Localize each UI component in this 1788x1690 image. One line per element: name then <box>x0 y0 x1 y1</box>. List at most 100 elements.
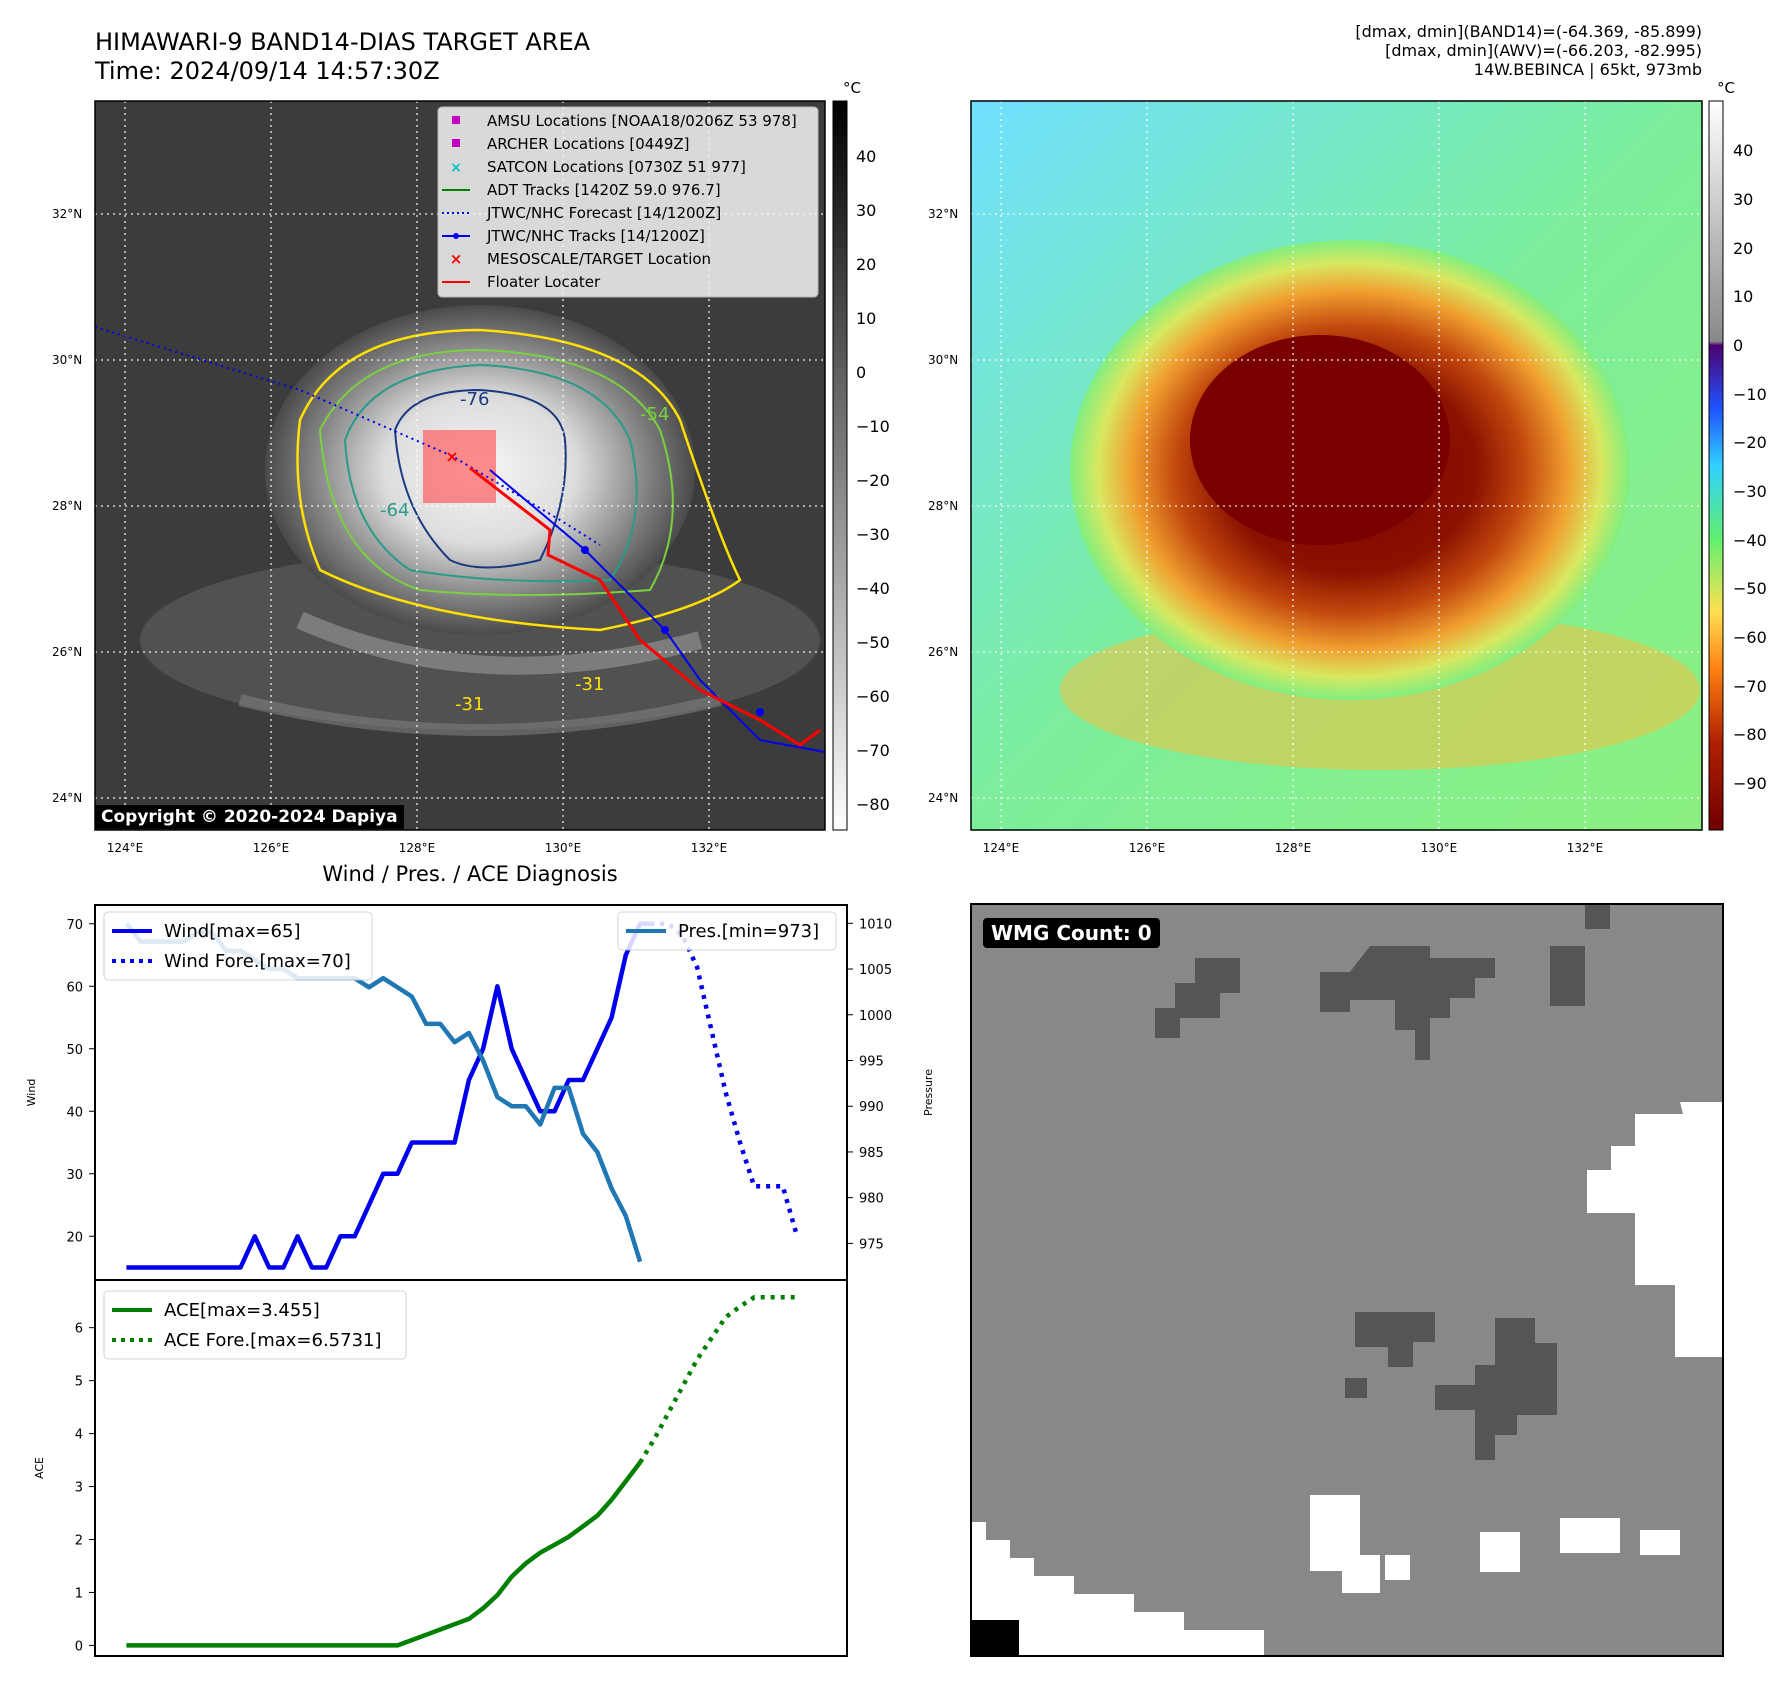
ace-axis-label: ACE <box>33 1457 46 1479</box>
info-line1: [dmax, dmin](BAND14)=(-64.369, -85.899) <box>1355 22 1702 41</box>
wind-legend-entry: Wind[max=65] <box>164 921 301 942</box>
contour-label-1: -76 <box>460 389 489 410</box>
target-box <box>423 430 496 503</box>
map-legend: × × AMSU Locations [NOAA18/0206Z 53 978]… <box>437 106 819 298</box>
left-lat-labels: 32°N 30°N 28°N 26°N 24°N <box>52 207 82 805</box>
wmg-frame <box>970 903 1724 1657</box>
svg-text:32°N: 32°N <box>928 207 958 221</box>
contour-label-5: -31 <box>575 674 604 695</box>
right-lat-labels: 32°N 30°N 28°N 26°N 24°N <box>928 207 958 805</box>
svg-text:28°N: 28°N <box>52 499 82 513</box>
copyright-label: Copyright © 2020-2024 Dapiya <box>95 805 404 829</box>
wind-ytick-label: 70 <box>66 918 83 933</box>
svg-text:128°E: 128°E <box>399 841 436 855</box>
svg-text:26°N: 26°N <box>928 645 958 659</box>
right-lon-labels: 124°E 126°E 128°E 130°E 132°E <box>983 841 1604 855</box>
svg-text:0: 0 <box>1733 336 1743 355</box>
title-line1: HIMAWARI-9 BAND14-DIAS TARGET AREA <box>95 28 591 56</box>
svg-text:−20: −20 <box>856 471 890 490</box>
wind-ytick-label: 30 <box>66 1168 83 1183</box>
svg-text:126°E: 126°E <box>1129 841 1166 855</box>
right-colorbar-unit: °C <box>1717 79 1735 97</box>
svg-text:20: 20 <box>1733 239 1753 258</box>
pressure-ytick-label: 1010 <box>859 917 892 932</box>
svg-text:32°N: 32°N <box>52 207 82 221</box>
wind-ytick-label: 20 <box>66 1230 83 1245</box>
target-marker: × <box>445 447 458 466</box>
ace-ytick-label: 3 <box>75 1481 83 1496</box>
svg-text:×: × <box>450 160 462 176</box>
svg-text:−50: −50 <box>856 633 890 652</box>
legend-forecast: JTWC/NHC Forecast [14/1200Z] <box>486 204 721 222</box>
left-colorbar-unit: °C <box>843 79 861 97</box>
wind-legend-entry: Wind Fore.[max=70] <box>164 951 351 972</box>
svg-text:128°E: 128°E <box>1275 841 1312 855</box>
legend-satcon: SATCON Locations [0730Z 51 977] <box>487 158 746 176</box>
top-right-info: [dmax, dmin](BAND14)=(-64.369, -85.899) … <box>1355 22 1702 79</box>
ace-ytick-label: 4 <box>75 1428 83 1443</box>
wmg-background <box>971 904 1723 1656</box>
wind-legend-box <box>103 911 373 981</box>
ace-legend-box <box>103 1290 407 1360</box>
svg-text:−80: −80 <box>1733 725 1767 744</box>
legend-amsu: AMSU Locations [NOAA18/0206Z 53 978] <box>487 112 797 130</box>
legend-archer: ARCHER Locations [0449Z] <box>487 135 690 153</box>
svg-text:−50: −50 <box>1733 579 1767 598</box>
ace-series-line <box>126 1461 642 1648</box>
legend-tracks: JTWC/NHC Tracks [14/1200Z] <box>486 227 705 245</box>
top-left-title: HIMAWARI-9 BAND14-DIAS TARGET AREA Time:… <box>95 28 590 86</box>
right-colorbar <box>1708 100 1724 831</box>
svg-text:−70: −70 <box>1733 677 1767 696</box>
svg-text:−20: −20 <box>1733 433 1767 452</box>
info-line2: [dmax, dmin](AWV)=(-66.203, -82.995) <box>1385 41 1702 60</box>
pressure-legend-entry: Pres.[min=973] <box>678 921 819 942</box>
svg-text:132°E: 132°E <box>1567 841 1604 855</box>
svg-text:20: 20 <box>856 255 876 274</box>
wmg-black-cell <box>971 1620 1019 1656</box>
svg-text:−90: −90 <box>1733 774 1767 793</box>
pressure-ytick-label: 985 <box>859 1146 884 1161</box>
svg-text:130°E: 130°E <box>545 841 582 855</box>
pressure-ytick-label: 975 <box>859 1237 884 1252</box>
svg-text:10: 10 <box>1733 287 1753 306</box>
svg-text:10: 10 <box>856 309 876 328</box>
svg-text:−40: −40 <box>856 579 890 598</box>
contour-label-4: -31 <box>455 694 484 715</box>
svg-text:30°N: 30°N <box>928 353 958 367</box>
wind-axis-label: Wind <box>25 1079 38 1107</box>
diagnosis-chart: 20 30 40 50 60 70 975 980 985 990 995 1000 1005 1010 0… <box>25 904 935 1657</box>
ace-legend-entry: ACE[max=3.455] <box>164 1300 320 1321</box>
svg-text:−70: −70 <box>856 741 890 760</box>
ace-ytick-label: 1 <box>75 1586 83 1601</box>
svg-text:30: 30 <box>1733 190 1753 209</box>
svg-text:126°E: 126°E <box>253 841 290 855</box>
svg-text:132°E: 132°E <box>691 841 728 855</box>
ace-ytick-label: 6 <box>75 1322 83 1337</box>
ace-ytick-label: 2 <box>75 1533 83 1548</box>
left-colorbar <box>832 100 848 831</box>
svg-text:124°E: 124°E <box>107 841 144 855</box>
wind-ytick-label: 50 <box>66 1043 83 1058</box>
svg-text:−80: −80 <box>856 795 890 814</box>
wind-series-line <box>126 921 655 1270</box>
wmg-white-cells <box>971 1102 1723 1668</box>
pressure-ytick-label: 1005 <box>859 963 892 978</box>
ir-map-left: × -76 -64 -54 -31 -31 <box>95 101 825 830</box>
svg-text:−30: −30 <box>856 525 890 544</box>
wind-ytick-label: 60 <box>66 980 83 995</box>
floater-track <box>469 466 821 747</box>
diagnosis-title: Wind / Pres. / ACE Diagnosis <box>322 862 618 886</box>
svg-text:130°E: 130°E <box>1421 841 1458 855</box>
ace-axes-frame <box>94 1279 848 1657</box>
ace-ytick-label: 0 <box>75 1639 83 1654</box>
pressure-ytick-label: 990 <box>859 1100 884 1115</box>
contour-label-2: -64 <box>380 500 409 521</box>
svg-text:×: × <box>450 250 463 268</box>
legend-target: MESOSCALE/TARGET Location <box>487 250 711 268</box>
ace-forecast-series-line <box>638 1295 798 1464</box>
svg-text:−60: −60 <box>1733 628 1767 647</box>
svg-text:26°N: 26°N <box>52 645 82 659</box>
svg-text:30°N: 30°N <box>52 353 82 367</box>
ir-map-right <box>971 101 1702 830</box>
wmg-dark-cells <box>1155 904 1610 1460</box>
